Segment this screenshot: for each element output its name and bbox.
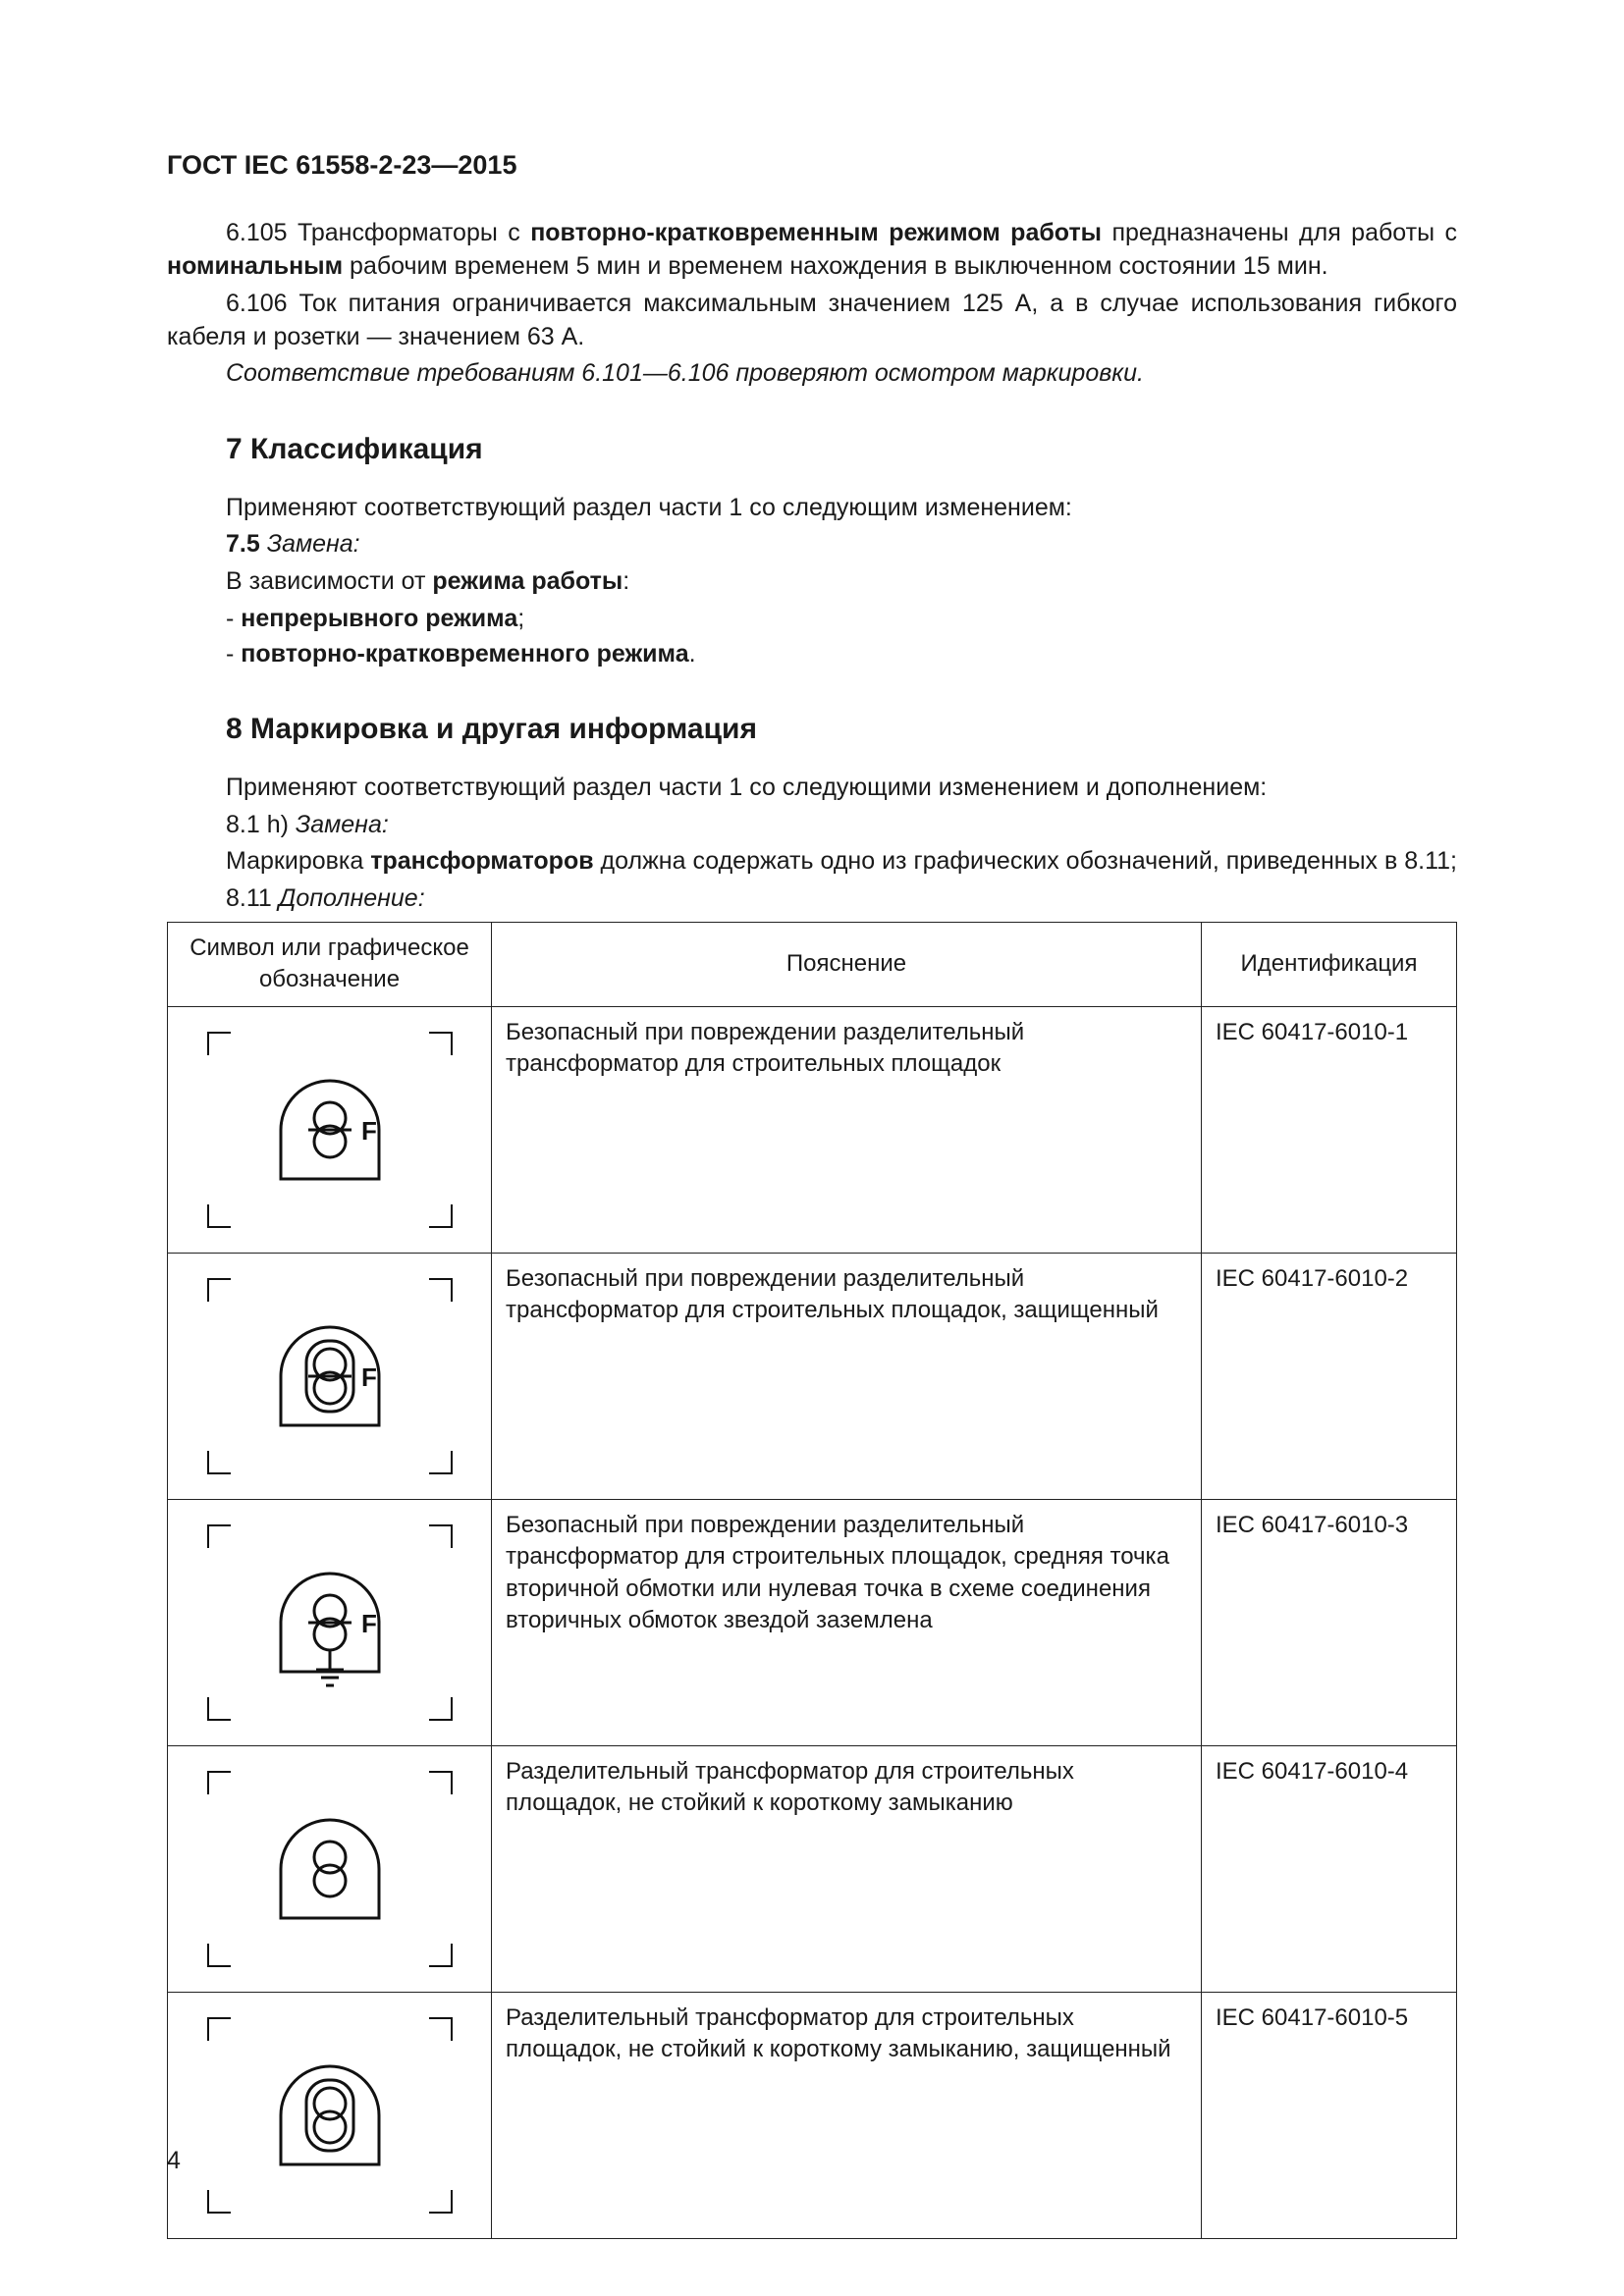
text: Маркировка [226,847,370,875]
text: В зависимости от [226,567,432,595]
description-cell: Разделительный трансформатор для строите… [492,1992,1202,2238]
table-row: Разделительный трансформатор для строите… [168,1745,1457,1992]
paragraph-6-105: 6.105 Трансформаторы с повторно-кратковр… [167,217,1457,284]
crop-mark-icon [207,1697,231,1721]
table-row: F Безопасный при повреждении разделитель… [168,1253,1457,1499]
crop-mark-icon [429,1697,453,1721]
transformer-symbol-icon: F [251,1051,408,1208]
table-header-identification: Идентификация [1202,922,1457,1006]
crop-mark-icon [429,2017,453,2041]
text: 8.1 h) [226,811,289,838]
identification-cell: IEC 60417-6010-4 [1202,1745,1457,1992]
symbols-table: Символ или графическое обозначение Поясн… [167,922,1457,2239]
symbol-cell: F [168,1499,492,1745]
paragraph-6-106: 6.106 Ток питания ограничивается максима… [167,288,1457,354]
text-bold: режима работы [432,567,623,595]
section-8-heading: 8 Маркировка и другая информация [226,710,1457,750]
text: : [623,567,629,595]
table-row: F Безопасный при повреждении разделитель… [168,1006,1457,1253]
crop-mark-icon [429,1204,453,1228]
text: ; [517,605,524,632]
text-italic: Замена: [267,530,360,558]
text: рабочим временем 5 мин и временем нахожд… [343,252,1327,280]
svg-text:F: F [361,1362,377,1392]
crop-mark-icon [429,1944,453,1967]
symbol-cell: F [168,1253,492,1499]
transformer-symbol-icon [251,1790,408,1948]
text-bold: трансформаторов [370,847,593,875]
text-italic: Замена: [296,811,389,838]
crop-mark-icon [429,2190,453,2214]
svg-text:F: F [361,1609,377,1638]
text-bold: повторно-кратковременного режима [241,640,688,667]
transformer-symbol-icon: F [251,1298,408,1455]
section-7-5-depending: В зависимости от режима работы: [167,565,1457,599]
paragraph-compliance-check: Соответствие требованиям 6.101—6.106 про… [167,357,1457,391]
document-page: ГОСТ IEC 61558-2-23—2015 6.105 Трансформ… [0,0,1624,2296]
description-cell: Безопасный при повреждении разделительны… [492,1253,1202,1499]
crop-mark-icon [429,1451,453,1474]
page-number: 4 [167,2145,181,2178]
section-8-marking: Маркировка трансформаторов должна содерж… [167,845,1457,879]
identification-cell: IEC 60417-6010-3 [1202,1499,1457,1745]
crop-mark-icon [429,1032,453,1055]
text: 6.105 Трансформаторы с [226,219,530,246]
description-cell: Разделительный трансформатор для строите… [492,1745,1202,1992]
symbol-cell [168,1992,492,2238]
text: должна содержать одно из графических обо… [594,847,1457,875]
description-cell: Безопасный при повреждении разделительны… [492,1006,1202,1253]
crop-mark-icon [429,1278,453,1302]
text: предназначены для работы с [1102,219,1457,246]
table-header-description: Пояснение [492,922,1202,1006]
crop-mark-icon [429,1524,453,1548]
section-7-5-replace: 7.5 Замена: [167,528,1457,561]
text-bold: повторно-кратковременным режимом работы [530,219,1102,246]
symbol-cell: F [168,1006,492,1253]
text: . [689,640,696,667]
crop-mark-icon [207,1278,231,1302]
symbol-cell [168,1745,492,1992]
crop-mark-icon [207,1771,231,1794]
crop-mark-icon [207,1524,231,1548]
identification-cell: IEC 60417-6010-2 [1202,1253,1457,1499]
table-header-symbol: Символ или графическое обозначение [168,922,492,1006]
crop-mark-icon [207,1032,231,1055]
list-item: повторно-кратковременного режима. [226,638,1457,671]
identification-cell: IEC 60417-6010-5 [1202,1992,1457,2238]
identification-cell: IEC 60417-6010-1 [1202,1006,1457,1253]
crop-mark-icon [207,2017,231,2041]
transformer-symbol-icon [251,2037,408,2194]
text-bold: непрерывного режима [241,605,517,632]
crop-mark-icon [429,1771,453,1794]
section-7-heading: 7 Классификация [226,430,1457,470]
section-7-intro: Применяют соответствующий раздел части 1… [167,492,1457,525]
transformer-symbol-icon: F [251,1544,408,1701]
table-row: F Безопасный при повреждении разделитель… [168,1499,1457,1745]
text-bold: 7.5 [226,530,260,558]
text-italic: Дополнение: [279,884,425,912]
crop-mark-icon [207,1204,231,1228]
table-header-row: Символ или графическое обозначение Поясн… [168,922,1457,1006]
section-8-intro: Применяют соответствующий раздел части 1… [167,772,1457,805]
crop-mark-icon [207,1451,231,1474]
svg-text:F: F [361,1116,377,1146]
section-8-1h-replace: 8.1 h) Замена: [167,809,1457,842]
text: 8.11 [226,884,272,912]
crop-mark-icon [207,1944,231,1967]
description-cell: Безопасный при повреждении разделительны… [492,1499,1202,1745]
table-row: Разделительный трансформатор для строите… [168,1992,1457,2238]
document-header: ГОСТ IEC 61558-2-23—2015 [167,147,1457,183]
list-item: непрерывного режима; [226,603,1457,636]
crop-mark-icon [207,2190,231,2214]
text-bold: номинальным [167,252,343,280]
section-8-11-addition: 8.11 Дополнение: [167,882,1457,916]
